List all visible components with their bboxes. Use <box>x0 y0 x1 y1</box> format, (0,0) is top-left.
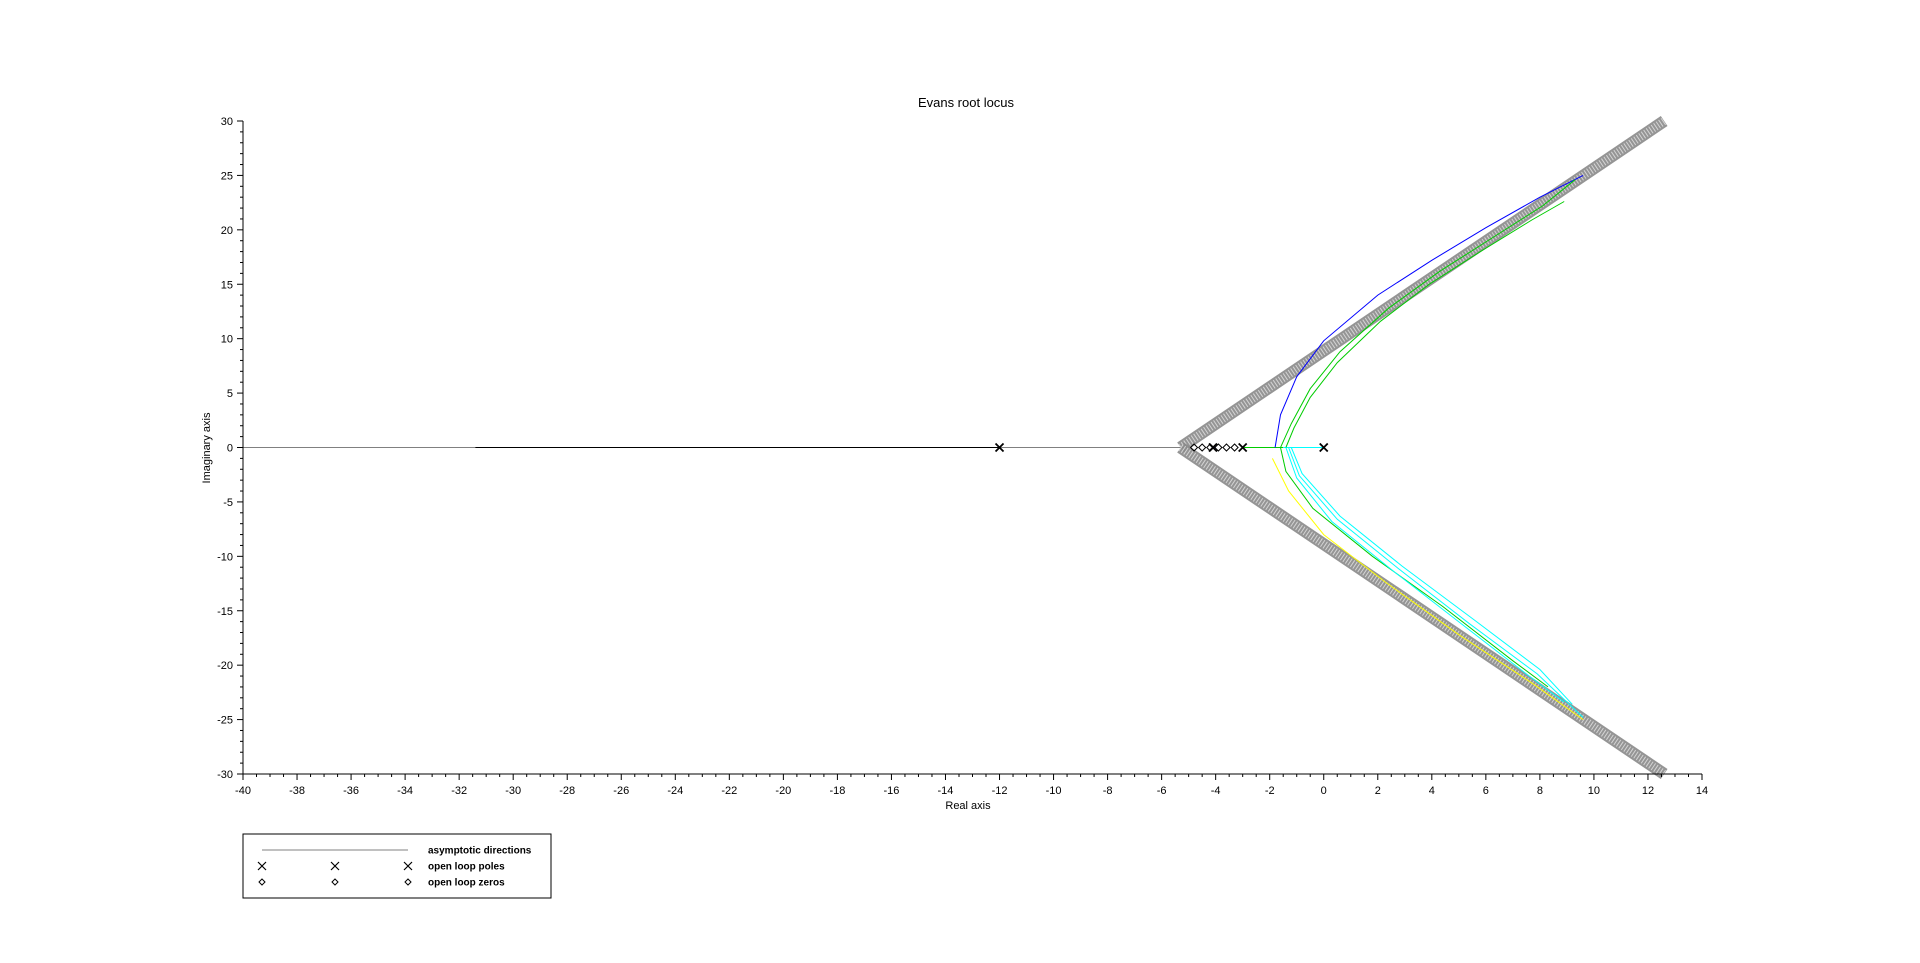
y-tick-label: 5 <box>227 388 233 400</box>
locus-branch <box>1279 179 1576 688</box>
x-tick-label: -4 <box>1211 785 1221 797</box>
legend-box <box>242 833 552 899</box>
legend-label: asymptotic directions <box>428 846 532 857</box>
x-axis: -40 -38 -36 -34 -32 -30 -28 -26 -24 -22 -20 -18 -16-… <box>235 773 1708 797</box>
x-tick-label: 0 <box>1321 785 1327 797</box>
y-tick-label: -5 <box>223 497 233 509</box>
x-tick-label: 2 <box>1375 785 1381 797</box>
x-tick-label: 10 <box>1588 785 1600 797</box>
legend-entries: asymptotic directions open loop poles open… <box>257 846 532 889</box>
open-loop-pole-marker <box>994 442 1005 453</box>
y-tick-label: -15 <box>217 606 233 618</box>
open-loop-zero-marker <box>1230 443 1239 452</box>
x-tick-label: -36 <box>343 785 359 797</box>
x-tick-label: 14 <box>1696 785 1708 797</box>
locus-branch <box>1271 458 1584 721</box>
x-tick-label: 12 <box>1642 785 1654 797</box>
y-tick-label: 0 <box>227 443 233 455</box>
x-tick-label: -2 <box>1265 785 1275 797</box>
x-tick-label: -28 <box>559 785 575 797</box>
open-loop-zero-marker <box>1222 443 1231 452</box>
legend-zero-swatch <box>331 878 339 886</box>
legend-label: open loop zeros <box>428 878 505 889</box>
plot-area <box>243 116 1668 779</box>
x-tick-label: 8 <box>1537 785 1543 797</box>
y-tick-label: -25 <box>217 715 233 727</box>
x-tick-label: -12 <box>992 785 1008 797</box>
x-tick-label: -24 <box>667 785 683 797</box>
legend-label: open loop poles <box>428 862 505 873</box>
x-tick-label: -22 <box>721 785 737 797</box>
y-tick-label: -30 <box>217 769 233 781</box>
x-tick-label: -10 <box>1046 785 1062 797</box>
x-tick-label: -32 <box>451 785 467 797</box>
y-tick-label: 15 <box>221 279 233 291</box>
y-tick-label: 20 <box>221 225 233 237</box>
x-tick-label: 4 <box>1429 785 1435 797</box>
legend-zero-swatch <box>404 878 412 886</box>
x-tick-label: -34 <box>397 785 413 797</box>
locus-branch <box>1285 447 1565 703</box>
open-loop-pole-marker <box>1208 442 1218 453</box>
x-tick-label: -16 <box>883 785 899 797</box>
x-tick-label: 6 <box>1483 785 1489 797</box>
open-loop-pole-marker <box>1238 442 1248 453</box>
y-tick-label: 30 <box>221 116 233 128</box>
y-tick-label: -20 <box>217 660 233 672</box>
y-axis: -30 -25 -20 -15 -10 -5 0 5 10 15 20 25 30 <box>217 116 244 781</box>
chart-title: Evans root locus <box>918 95 1015 110</box>
legend-pole-swatch <box>403 861 413 871</box>
x-tick-label: -30 <box>505 785 521 797</box>
legend-pole-swatch <box>257 861 267 871</box>
x-tick-label: -20 <box>775 785 791 797</box>
x-tick-label: -18 <box>829 785 845 797</box>
open-loop-pole-marker <box>1319 442 1329 453</box>
open-loop-zero-marker <box>1214 443 1223 452</box>
x-tick-label: -6 <box>1157 785 1167 797</box>
x-tick-label: -8 <box>1103 785 1113 797</box>
y-tick-label: -10 <box>217 551 233 563</box>
locus-branch <box>1285 201 1565 448</box>
legend-zero-swatch <box>258 878 266 886</box>
x-tick-label: -14 <box>938 785 954 797</box>
x-axis-title: Real axis <box>945 800 991 812</box>
y-axis-title: Imaginary axis <box>201 412 213 483</box>
x-tick-label: -38 <box>289 785 305 797</box>
x-tick-label: -40 <box>235 785 251 797</box>
locus-branch <box>1290 447 1573 705</box>
open-loop-zero-marker <box>1197 443 1207 452</box>
legend: asymptotic directions open loop poles open… <box>242 833 552 899</box>
y-tick-label: 25 <box>221 170 233 182</box>
y-tick-label: 10 <box>221 334 233 346</box>
locus-branch <box>1274 174 1584 448</box>
open-loop-zero-marker <box>1189 443 1199 452</box>
asymptote-hatch <box>1178 444 1667 778</box>
x-tick-label: -26 <box>613 785 629 797</box>
legend-pole-swatch <box>330 861 340 871</box>
locus-branch <box>1288 447 1584 718</box>
